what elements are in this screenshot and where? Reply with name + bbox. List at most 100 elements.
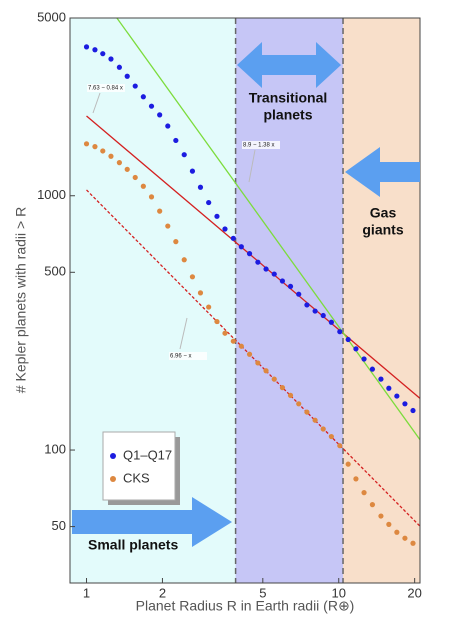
point <box>255 259 261 265</box>
point <box>345 461 351 467</box>
y-tick-label: 5000 <box>37 9 66 24</box>
plot-frame <box>69 17 421 584</box>
point <box>165 223 171 229</box>
legend-marker <box>110 476 116 482</box>
point <box>296 291 302 297</box>
point <box>214 213 220 219</box>
point <box>287 283 294 290</box>
y-axis-label: # Kepler planets with radii > R <box>13 207 29 393</box>
point <box>189 168 196 174</box>
annotation: Small planets <box>88 537 178 553</box>
point <box>402 401 408 407</box>
point <box>361 356 367 362</box>
x-tick-label: 20 <box>407 585 421 600</box>
point <box>108 153 114 159</box>
point <box>369 366 376 372</box>
point <box>108 56 114 62</box>
point <box>353 476 359 482</box>
point <box>320 426 326 432</box>
point <box>410 407 416 414</box>
point <box>246 251 253 257</box>
point <box>337 329 343 335</box>
point <box>140 94 146 100</box>
x-tick-label: 5 <box>259 585 266 600</box>
point <box>140 183 146 189</box>
point <box>124 166 130 172</box>
x-tick-label: 10 <box>331 585 345 600</box>
y-tick-label: 100 <box>44 441 66 456</box>
point <box>92 144 98 150</box>
leader <box>92 92 101 114</box>
point <box>148 194 155 200</box>
point <box>378 376 384 382</box>
x-tick-label: 2 <box>159 585 166 600</box>
fit-line <box>86 115 420 399</box>
point <box>328 433 334 440</box>
points <box>83 44 416 546</box>
point <box>116 64 122 70</box>
point <box>312 308 318 314</box>
legend <box>102 431 176 501</box>
point <box>386 521 392 527</box>
point <box>279 385 286 391</box>
point <box>255 360 261 366</box>
point <box>328 319 334 325</box>
fit-label-bg <box>87 84 125 92</box>
fit-line <box>116 18 420 441</box>
point <box>116 160 122 166</box>
annotation: giants <box>362 222 403 238</box>
x-tick-label: 1 <box>83 585 90 600</box>
annotation: Transitional <box>249 90 328 106</box>
legend-marker <box>110 453 116 459</box>
point <box>197 290 204 296</box>
point <box>296 401 302 407</box>
point <box>271 271 277 277</box>
fit-label: 8.9 − 1.38 x <box>243 143 275 149</box>
arrow <box>72 497 232 547</box>
point <box>173 137 179 144</box>
point <box>287 392 294 399</box>
point <box>157 208 163 214</box>
leader <box>179 317 188 350</box>
point <box>378 513 384 519</box>
point <box>157 112 163 118</box>
fit-line <box>86 189 420 527</box>
point <box>361 490 367 496</box>
point <box>83 44 90 50</box>
point <box>214 318 220 325</box>
regions <box>70 18 420 583</box>
point <box>132 83 138 89</box>
y-tick-label: 1000 <box>37 187 66 202</box>
fit-label: 7.63 − 0.84 x <box>88 86 123 92</box>
point <box>197 184 204 190</box>
fit-label-bg <box>169 352 207 360</box>
point <box>320 312 326 319</box>
point <box>100 51 106 57</box>
point <box>83 141 90 147</box>
point <box>92 47 98 53</box>
point <box>304 302 310 308</box>
point <box>246 351 253 357</box>
point <box>410 540 416 546</box>
point <box>100 148 106 154</box>
arrow <box>345 147 420 197</box>
x-axis-label: Planet Radius R in Earth radii (R⊕) <box>136 598 355 614</box>
point <box>345 336 351 343</box>
y-tick-label: 50 <box>52 518 66 533</box>
point <box>394 393 400 399</box>
point <box>206 304 212 310</box>
point <box>238 244 244 250</box>
point <box>165 123 171 129</box>
point <box>148 103 155 109</box>
point <box>386 385 392 391</box>
point <box>279 278 286 284</box>
point <box>263 368 269 374</box>
point <box>271 376 277 382</box>
point <box>238 343 244 349</box>
point <box>181 152 187 158</box>
fit-label-bg <box>242 141 280 149</box>
point <box>181 257 187 263</box>
point <box>312 417 318 423</box>
legend-label: CKS <box>123 470 150 485</box>
point <box>304 409 310 415</box>
